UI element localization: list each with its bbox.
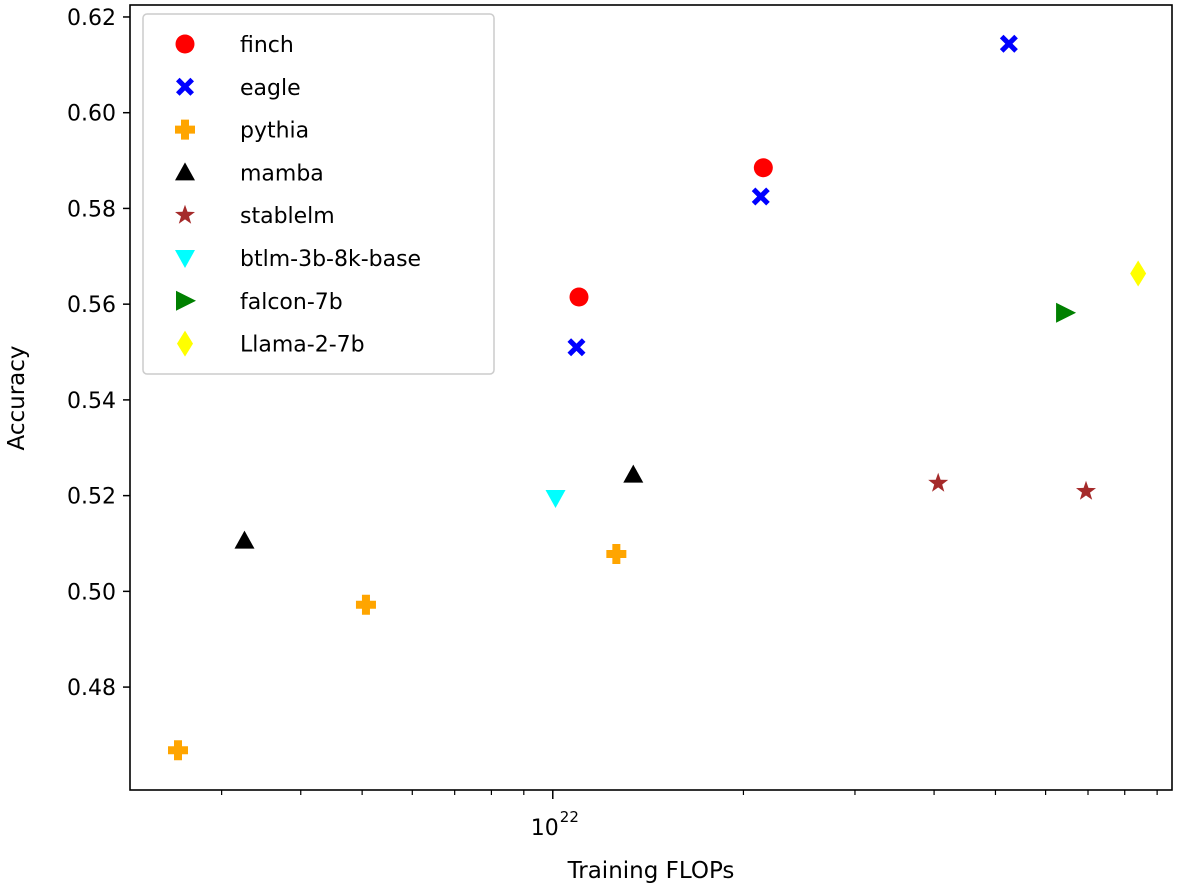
- legend: finch eagle pythia mamba stablelm btlm-3b-8k-…: [142, 13, 495, 375]
- data-point-finch: [753, 158, 773, 178]
- series-eagle: [567, 34, 1018, 357]
- data-point-mamba: [623, 464, 644, 483]
- legend-marker-finch: [175, 34, 195, 54]
- y-axis: 0.48 0.50 0.52 0.54 0.56 0.58 0.60 0.62: [67, 6, 130, 701]
- series-pythia: [168, 544, 627, 761]
- y-tick-label: 0.60: [67, 102, 116, 127]
- series-mamba: [234, 464, 644, 549]
- data-point-pythia: [606, 544, 627, 565]
- y-axis-label: Accuracy: [4, 345, 30, 450]
- series-finch: [569, 158, 773, 307]
- data-point-falcon-7b: [1056, 302, 1077, 323]
- x-tick-label-base: 10: [531, 816, 559, 841]
- legend-item-pythia: pythia: [175, 119, 309, 144]
- series-stablelm: [928, 472, 1096, 500]
- data-point-pythia: [168, 740, 189, 761]
- data-point-eagle: [999, 34, 1018, 53]
- legend-item-Llama-2-7b: Llama-2-7b: [177, 330, 365, 358]
- series-falcon-7b: [1056, 302, 1077, 323]
- legend-label: mamba: [240, 161, 324, 186]
- data-point-finch: [569, 287, 589, 307]
- legend-marker-eagle: [176, 77, 194, 96]
- legend-item-falcon-7b: falcon-7b: [176, 290, 343, 315]
- legend-marker-mamba: [175, 162, 195, 181]
- legend-item-btlm-3b-8k-base: btlm-3b-8k-base: [175, 247, 421, 272]
- x-tick-label-exponent: 22: [560, 808, 579, 826]
- y-tick-label: 0.62: [67, 6, 116, 31]
- legend-label: eagle: [240, 76, 301, 101]
- x-axis: 10 22: [221, 790, 1158, 841]
- legend-box: [142, 13, 495, 375]
- data-point-Llama-2-7b: [1130, 260, 1147, 287]
- legend-marker-falcon-7b: [176, 290, 196, 311]
- series-Llama-2-7b: [1130, 260, 1147, 287]
- legend-marker-stablelm: [175, 204, 195, 224]
- y-tick-label: 0.54: [67, 389, 116, 414]
- plot-frame: [129, 4, 1173, 791]
- legend-label: falcon-7b: [240, 290, 343, 315]
- data-point-stablelm: [928, 472, 949, 492]
- data-point-btlm-3b-8k-base: [545, 490, 566, 509]
- y-tick-label: 0.52: [67, 485, 116, 510]
- legend-item-finch: finch: [175, 33, 294, 58]
- data-point-eagle: [567, 338, 586, 357]
- legend-label: Llama-2-7b: [240, 333, 365, 358]
- y-tick-label: 0.48: [67, 676, 116, 701]
- data-point-mamba: [234, 530, 255, 549]
- data-points: [168, 34, 1147, 761]
- y-tick-label: 0.58: [67, 197, 116, 222]
- legend-label: finch: [240, 33, 294, 58]
- data-point-stablelm: [1076, 480, 1096, 500]
- legend-item-stablelm: stablelm: [175, 204, 335, 229]
- data-point-pythia: [355, 594, 376, 615]
- legend-item-eagle: eagle: [176, 76, 301, 101]
- legend-marker-Llama-2-7b: [177, 330, 193, 357]
- legend-label: stablelm: [240, 204, 335, 229]
- x-axis-label: Training FLOPs: [567, 858, 735, 884]
- y-tick-label: 0.56: [67, 293, 116, 318]
- legend-item-mamba: mamba: [175, 161, 324, 186]
- legend-marker-btlm-3b-8k-base: [175, 250, 195, 268]
- series-btlm-3b-8k-base: [545, 490, 566, 509]
- legend-marker-pythia: [175, 119, 195, 140]
- legend-label: pythia: [240, 119, 309, 144]
- data-point-eagle: [751, 187, 770, 206]
- y-tick-label: 0.50: [67, 580, 116, 605]
- legend-label: btlm-3b-8k-base: [240, 247, 421, 272]
